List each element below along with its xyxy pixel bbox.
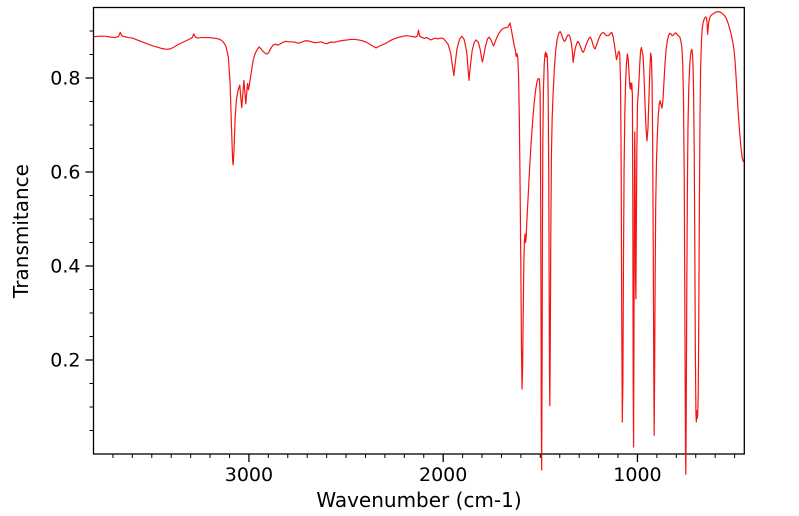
y-tick-label: 0.6 [50,162,80,184]
x-tick-label: 1000 [613,464,661,486]
x-axis-label: Wavenumber (cm-1) [316,488,521,512]
spectrum-line [93,11,744,475]
x-tick-label: 3000 [225,464,273,486]
x-tick-label: 2000 [419,464,467,486]
y-tick-label: 0.4 [50,256,80,278]
axis-ticks [85,30,736,462]
y-axis-label: Transmitance [9,164,33,299]
axis-tick-labels: 3000 2000 1000 0.2 0.4 0.6 0.8 [50,68,661,487]
plot-area [92,6,745,455]
y-tick-label: 0.8 [50,68,80,90]
y-tick-label: 0.2 [50,350,80,372]
